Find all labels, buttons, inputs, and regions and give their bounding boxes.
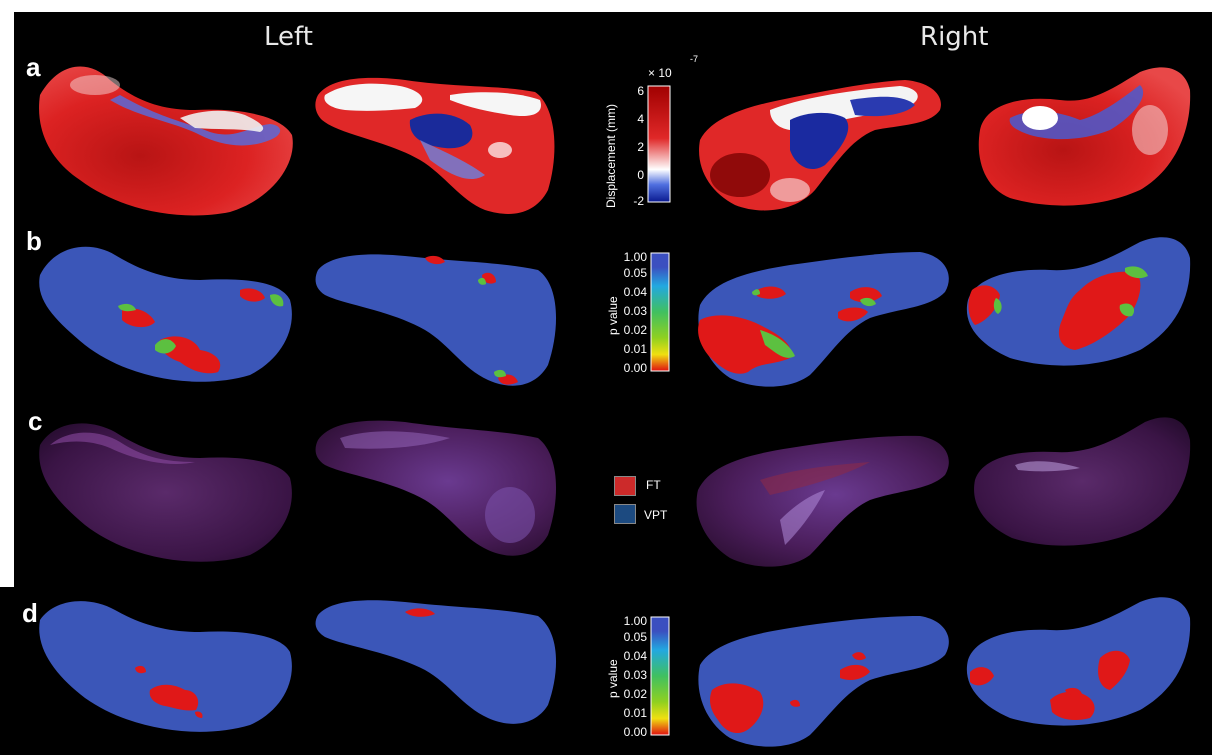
pvalue-tick: 0.02 — [623, 323, 647, 337]
row-c-right-lateral-surface — [974, 417, 1191, 546]
row-label-b: b — [26, 226, 42, 256]
row-a-left-lateral-surface — [39, 66, 293, 216]
pvalue-tick: 0.00 — [623, 361, 647, 375]
row-b-left-medial-surface — [315, 254, 557, 386]
displacement-colorbar — [647, 85, 671, 203]
pvalue-tick: 0.01 — [623, 342, 647, 356]
pvalue-tick: 0.00 — [623, 725, 647, 739]
row-a-left-medial-surface — [315, 77, 555, 214]
row-label-d: d — [22, 598, 38, 628]
row-c-left-lateral-surface — [39, 423, 292, 562]
row-b-right-lateral-surface — [966, 237, 1191, 366]
displacement-tick: 2 — [637, 140, 644, 154]
row-d-right-lateral-surface — [966, 597, 1191, 726]
pvalue-colorbar-b — [650, 252, 670, 372]
pvalue-tick: 0.05 — [623, 630, 647, 644]
pvalue-tick: 0.02 — [623, 687, 647, 701]
pvalue-tick: 0.04 — [623, 285, 647, 299]
row-label-a: a — [26, 52, 41, 82]
displacement-multiplier-exponent: -7 — [690, 54, 699, 64]
row-d-left-lateral-surface — [39, 601, 292, 732]
left-column-header: Left — [264, 22, 313, 52]
legend-swatch-vpt — [614, 504, 636, 524]
displacement-multiplier-base: × 10 — [648, 66, 672, 80]
pvalue-colorbar-b-ticks: 1.00 0.05 0.04 0.03 0.02 0.01 0.00 — [610, 250, 647, 380]
displacement-tick: 6 — [637, 84, 644, 98]
pvalue-tick: 0.03 — [623, 304, 647, 318]
pvalue-tick: 0.01 — [623, 706, 647, 720]
pvalue-tick: 0.04 — [623, 649, 647, 663]
displacement-colorbar-ticks: 6 4 2 0 -2 — [620, 84, 644, 208]
displacement-tick: 4 — [637, 112, 644, 126]
pvalue-tick: 0.03 — [623, 668, 647, 682]
row-d-left-medial-surface — [315, 600, 557, 724]
displacement-multiplier: × 10 — [648, 66, 672, 80]
row-a-right-medial-surface — [699, 80, 941, 211]
displacement-tick: -2 — [633, 194, 644, 208]
row-label-c: c — [28, 406, 43, 436]
pvalue-tick: 0.05 — [623, 266, 647, 280]
row-b-left-lateral-surface — [39, 246, 292, 382]
displacement-colorbar-title: Displacement (mm) — [604, 103, 618, 208]
pvalue-colorbar-d — [650, 616, 670, 736]
pvalue-tick: 1.00 — [623, 250, 647, 264]
pvalue-colorbar-d-ticks: 1.00 0.05 0.04 0.03 0.02 0.01 0.00 — [610, 614, 647, 744]
legend-label-ft: FT — [646, 478, 661, 492]
legend-label-vpt: VPT — [644, 508, 668, 522]
row-c-left-medial-surface — [315, 420, 557, 556]
pvalue-tick: 1.00 — [623, 614, 647, 628]
legend-swatch-ft — [614, 476, 636, 496]
row-d-right-medial-surface — [698, 616, 949, 747]
displacement-tick: 0 — [637, 168, 644, 182]
row-c-right-medial-surface — [696, 435, 949, 567]
row-b-right-medial-surface — [698, 252, 949, 387]
right-column-header: Right — [920, 22, 989, 52]
row-a-right-lateral-surface — [978, 67, 1191, 206]
